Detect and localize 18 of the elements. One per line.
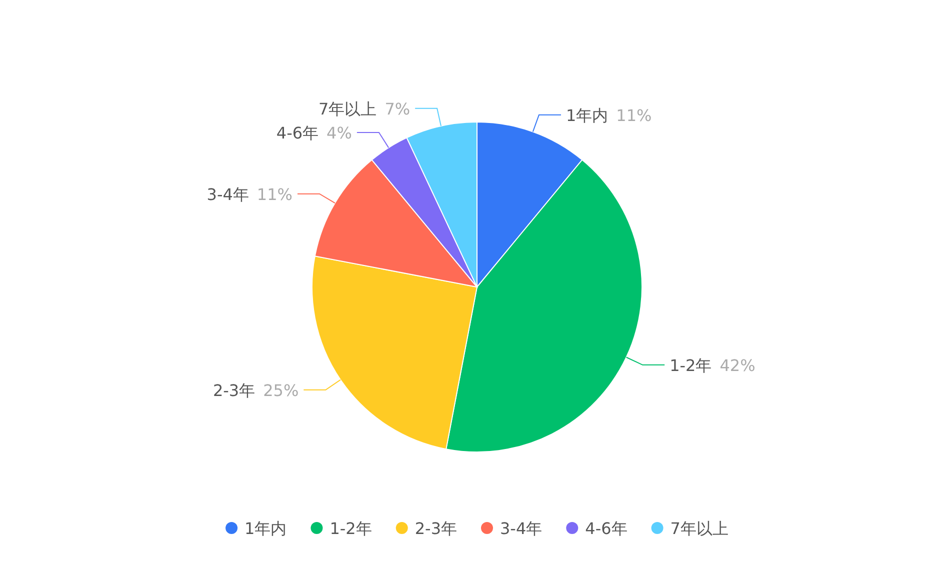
slice-label: 3-4年 xyxy=(206,184,249,204)
data-label: 4% xyxy=(326,123,352,142)
legend-label: 7年以上 xyxy=(670,519,728,538)
legend-label: 3-4年 xyxy=(500,519,542,538)
slice-label: 1年内 xyxy=(566,106,608,125)
legend-label: 1-2年 xyxy=(330,519,372,538)
slice-label: 4-6年 xyxy=(276,123,319,142)
slice-label: 2-3年 xyxy=(212,380,256,400)
data-label: 11% xyxy=(616,106,652,125)
data-label: 42% xyxy=(720,356,756,375)
data-label: 25% xyxy=(263,380,299,400)
legend-label: 4-6年 xyxy=(585,519,628,538)
slice-label: 1-2年 xyxy=(670,356,712,375)
legend-label: 2-3年 xyxy=(414,519,457,538)
legend-label: 1年内 xyxy=(244,519,287,538)
data-label: 11% xyxy=(256,184,292,204)
data-label: 7% xyxy=(384,99,410,118)
slice-label: 7年以上 xyxy=(318,99,377,118)
